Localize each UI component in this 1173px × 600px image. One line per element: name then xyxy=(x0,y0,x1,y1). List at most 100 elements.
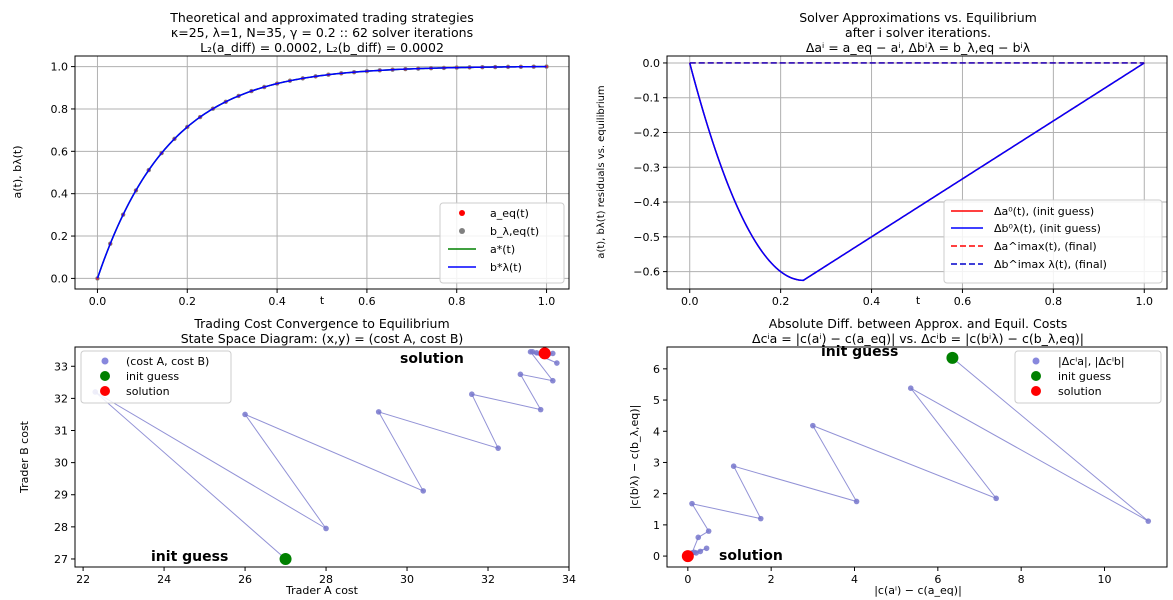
p1-legend-label-beq: b_λ,eq(t) xyxy=(490,225,539,238)
p3-legend: (cost A, cost B) init guess solution xyxy=(80,350,232,404)
state-path-point xyxy=(495,445,501,451)
p2-series-delta-b0 xyxy=(689,62,1145,282)
y-tick-label: 0.4 xyxy=(51,188,69,201)
panel-solver-residuals: Solver Approximations vs. Equilibrium af… xyxy=(596,10,1168,308)
p3-marks xyxy=(92,347,560,565)
state-path-point xyxy=(420,488,427,494)
p2-legend: Δa⁰(t), (init guess) Δb⁰λ(t), (init gues… xyxy=(943,199,1163,284)
p2-marks xyxy=(689,62,1145,282)
p3-legend-marker-init xyxy=(100,371,110,381)
state-path-point xyxy=(907,385,914,391)
x-tick-label: 34 xyxy=(562,573,576,586)
state-path-point xyxy=(1145,518,1152,524)
panel-cost-state-space: Trading Cost Convergence to Equilibrium … xyxy=(18,316,576,597)
x-tick-label: 0.2 xyxy=(179,295,197,308)
y-tick-label: 32 xyxy=(54,392,68,405)
x-tick-label: 24 xyxy=(157,573,171,586)
state-path-point xyxy=(537,406,544,413)
state-path-point xyxy=(703,545,710,552)
p4-annotation-solution: solution xyxy=(719,548,783,564)
p3-ticks: 22 24 26 28 30 32 34 27 28 29 30 31 32 33 xyxy=(54,360,576,586)
p1-grid xyxy=(75,56,569,289)
p3-annotation-init: init guess xyxy=(151,549,228,565)
p4-axes-frame xyxy=(666,346,1168,568)
p3-ylabel: Trader B cost xyxy=(18,420,31,494)
state-path-point xyxy=(730,463,737,470)
p1-title-line-3: L₂(a_diff) = 0.0002, L₂(b_diff) = 0.0002 xyxy=(200,40,444,55)
y-tick-label: 5 xyxy=(653,394,660,407)
p2-axes-frame xyxy=(666,55,1168,290)
x-tick-label: 1.0 xyxy=(1136,295,1154,308)
p4-xlabel: |c(aⁱ) − c(a_eq)| xyxy=(874,584,962,597)
p4-ylabel: |c(bⁱλ) − c(b_λ,eq)| xyxy=(628,405,641,510)
p1-legend-label-aeq: a_eq(t) xyxy=(490,207,529,220)
state-path-point xyxy=(695,534,702,541)
p4-legend-box xyxy=(1014,350,1162,404)
x-tick-label: 2 xyxy=(768,573,775,586)
y-tick-label: 4 xyxy=(653,425,660,438)
p4-legend-marker-init xyxy=(1031,371,1041,381)
p4-legend-marker-path xyxy=(1032,357,1040,365)
x-tick-label: 28 xyxy=(319,573,333,586)
state-path-point xyxy=(810,422,816,429)
y-tick-label: 2 xyxy=(653,488,660,501)
p1-ticks: 0.0 0.2 0.4 0.6 0.8 1.0 0.0 0.2 0.4 0.6 0.8 1.0 xyxy=(51,61,556,308)
p1-legend-label-bstar: b*λ(t) xyxy=(490,261,522,274)
y-tick-label: 31 xyxy=(54,425,68,438)
p2-ylabel: a(t), bλ(t) residuals vs. equilibrium xyxy=(596,85,607,258)
p3-legend-marker-path xyxy=(101,357,109,365)
y-tick-label: 0.0 xyxy=(51,272,69,285)
y-tick-label: −0.3 xyxy=(633,161,660,174)
p3-axes-frame xyxy=(74,346,570,568)
p4-title-line-2: Δcⁱa = |c(aⁱ) − c(a_eq)| vs. Δcⁱb = |c(b… xyxy=(752,331,1084,346)
p1-title-line-1: Theoretical and approximated trading str… xyxy=(169,10,474,25)
state-path-point xyxy=(689,500,695,507)
x-tick-label: 0.8 xyxy=(448,295,466,308)
x-tick-label: 0.6 xyxy=(954,295,972,308)
p3-title-line-1: Trading Cost Convergence to Equilibrium xyxy=(193,316,449,331)
p1-legend: a_eq(t) b_λ,eq(t) a*(t) b*λ(t) xyxy=(439,202,565,284)
y-tick-label: 29 xyxy=(54,489,68,502)
state-path-point xyxy=(375,409,382,415)
y-tick-label: −0.6 xyxy=(633,266,660,279)
x-tick-label: 32 xyxy=(481,573,495,586)
y-tick-label: 0.8 xyxy=(51,103,69,116)
state-path-point xyxy=(323,525,329,532)
state-path-point xyxy=(993,495,999,502)
p4-ticks: 0 2 4 6 8 10 0 1 2 3 4 5 6 xyxy=(653,363,1112,586)
x-tick-label: 8 xyxy=(1018,573,1025,586)
p2-legend-label-3: Δa^imax(t), (final) xyxy=(994,240,1097,253)
x-tick-label: 0.4 xyxy=(268,295,286,308)
x-tick-label: 0.6 xyxy=(358,295,376,308)
p1-title-line-2: κ=25, λ=1, N=35, γ = 0.2 :: 62 solver it… xyxy=(171,25,473,40)
x-tick-label: 0.8 xyxy=(1045,295,1063,308)
p3-legend-label-init: init guess xyxy=(126,370,179,383)
p1-marks xyxy=(95,64,549,281)
init-guess-point xyxy=(279,552,292,565)
panel-trading-strategies: Theoretical and approximated trading str… xyxy=(11,10,570,308)
p3-title-line-2: State Space Diagram: (x,y) = (cost A, co… xyxy=(181,331,464,346)
y-tick-label: 27 xyxy=(54,553,68,566)
y-tick-label: 30 xyxy=(54,457,68,470)
y-tick-label: 28 xyxy=(54,521,68,534)
p2-legend-box xyxy=(943,199,1163,284)
p3-legend-box xyxy=(80,350,232,404)
p2-title-line-1: Solver Approximations vs. Equilibrium xyxy=(799,10,1037,25)
y-tick-label: 0.0 xyxy=(643,57,661,70)
y-tick-label: −0.4 xyxy=(633,196,660,209)
x-tick-label: 6 xyxy=(934,573,941,586)
y-tick-label: 0 xyxy=(653,550,660,563)
solution-point xyxy=(681,550,694,563)
y-tick-label: −0.1 xyxy=(633,92,660,105)
state-path-point xyxy=(517,371,524,378)
p1-legend-marker-aeq xyxy=(459,210,465,216)
p1-xlabel: t xyxy=(320,294,325,307)
panel-abs-cost-diff: Absolute Diff. between Approx. and Equil… xyxy=(628,316,1168,597)
p1-series-b-star xyxy=(96,65,547,279)
x-tick-label: 30 xyxy=(400,573,414,586)
x-tick-label: 0.4 xyxy=(863,295,881,308)
x-tick-label: 10 xyxy=(1098,573,1112,586)
y-tick-label: 1 xyxy=(653,519,660,532)
p4-annotation-init: init guess xyxy=(821,344,898,360)
